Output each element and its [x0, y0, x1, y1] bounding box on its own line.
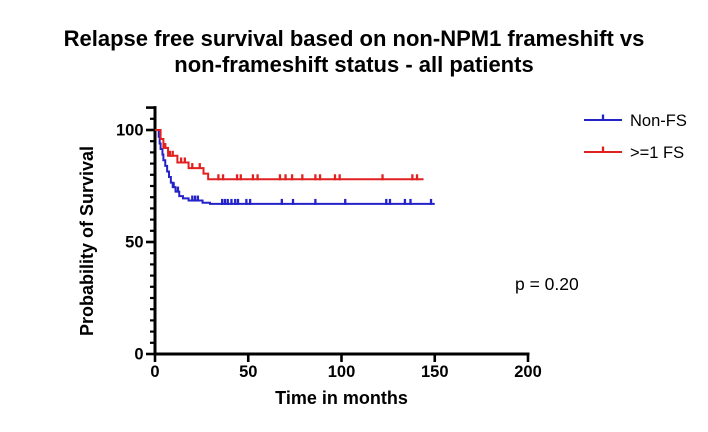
x-tick-label: 50	[239, 363, 257, 381]
p-value-annotation: p = 0.20	[515, 274, 579, 294]
legend-label: Non-FS	[630, 112, 687, 130]
series-line-non-fs	[155, 129, 435, 205]
legend-item-ge1-fs: >=1 FS	[584, 144, 684, 162]
x-tick-label: 150	[421, 363, 449, 381]
legend-label: >=1 FS	[630, 144, 684, 162]
legend: Non-FS >=1 FS	[584, 112, 687, 162]
series-line--1-fs	[155, 129, 424, 181]
y-tick-label: 50	[125, 234, 143, 252]
legend-item-non-fs: Non-FS	[584, 112, 687, 130]
y-axis-title: Probability of Survival	[77, 146, 97, 336]
x-tick-label: 0	[150, 363, 159, 381]
x-tick-label: 100	[328, 363, 356, 381]
x-axis-title: Time in months	[275, 388, 408, 408]
chart-title: Relapse free survival based on non-NPM1 …	[0, 26, 708, 78]
x-tick-label: 200	[514, 363, 542, 381]
axes	[153, 106, 530, 356]
y-tick-label: 100	[116, 122, 144, 140]
y-tick-label: 0	[134, 346, 143, 364]
chart-title-line2: non-frameshift status - all patients	[174, 52, 534, 77]
chart-title-line1: Relapse free survival based on non-NPM1 …	[63, 26, 645, 51]
